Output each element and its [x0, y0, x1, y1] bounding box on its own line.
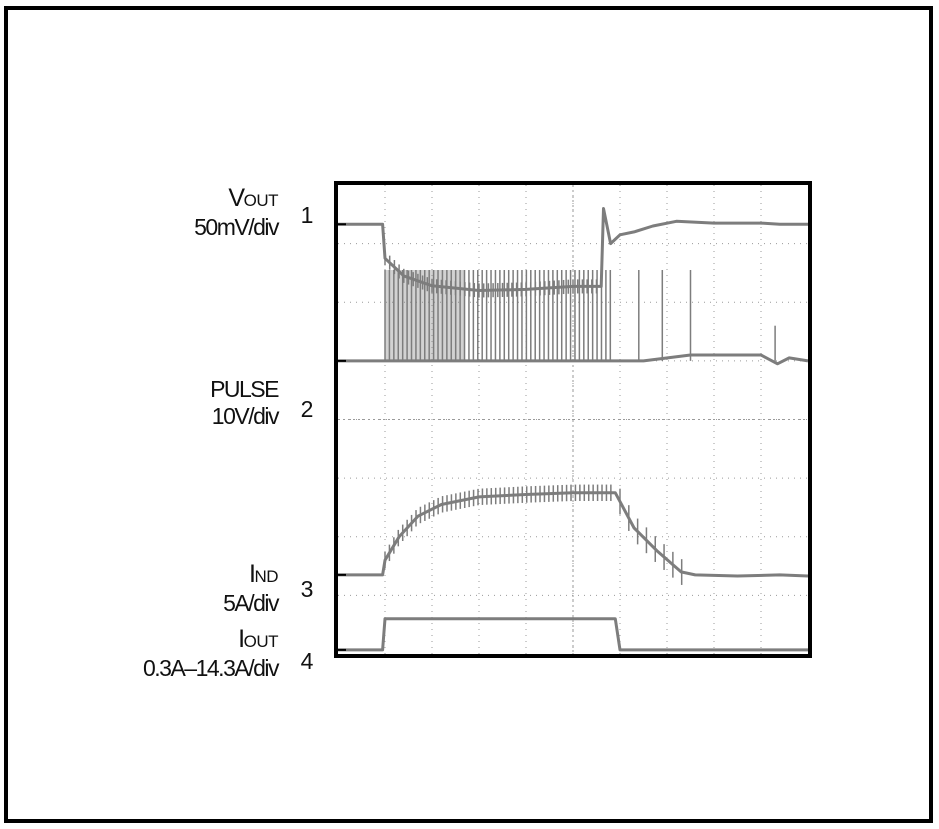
pulse-dense-region	[385, 270, 465, 361]
ch1-scale: 50mV/div	[194, 214, 279, 240]
ch2-label-main: PULSE	[210, 376, 279, 402]
ch3-label: IND 5A/div	[223, 560, 279, 617]
ch3-label-main: I	[248, 560, 256, 588]
grid	[338, 185, 808, 654]
trace-ch3	[338, 491, 809, 578]
ch4-number: 4	[300, 648, 314, 674]
ch4-label: IOUT 0.3A–14.3A/div	[142, 625, 280, 682]
ch4-scale: 0.3A–14.3A/div	[142, 655, 280, 681]
traces	[338, 207, 809, 652]
ch2-label: PULSE 10V/div	[210, 376, 280, 430]
ch3-scale: 5A/div	[223, 590, 279, 616]
ch1-number: 1	[300, 202, 314, 228]
ch1-label-main: V	[228, 184, 245, 212]
ch3-label-sub: ND	[254, 567, 278, 586]
ch4-label-sub: OUT	[243, 632, 279, 651]
ch1-label: VOUT 50mV/div	[194, 184, 279, 241]
ch3-number: 3	[300, 576, 314, 602]
ch4-label-main: I	[238, 625, 245, 653]
figure-frame	[4, 6, 933, 823]
ch2-scale: 10V/div	[211, 403, 280, 429]
ch1-label-sub: OUT	[243, 191, 279, 210]
plot-border	[334, 181, 812, 658]
ch2-number: 2	[300, 396, 314, 422]
trace-ch4	[338, 617, 808, 652]
